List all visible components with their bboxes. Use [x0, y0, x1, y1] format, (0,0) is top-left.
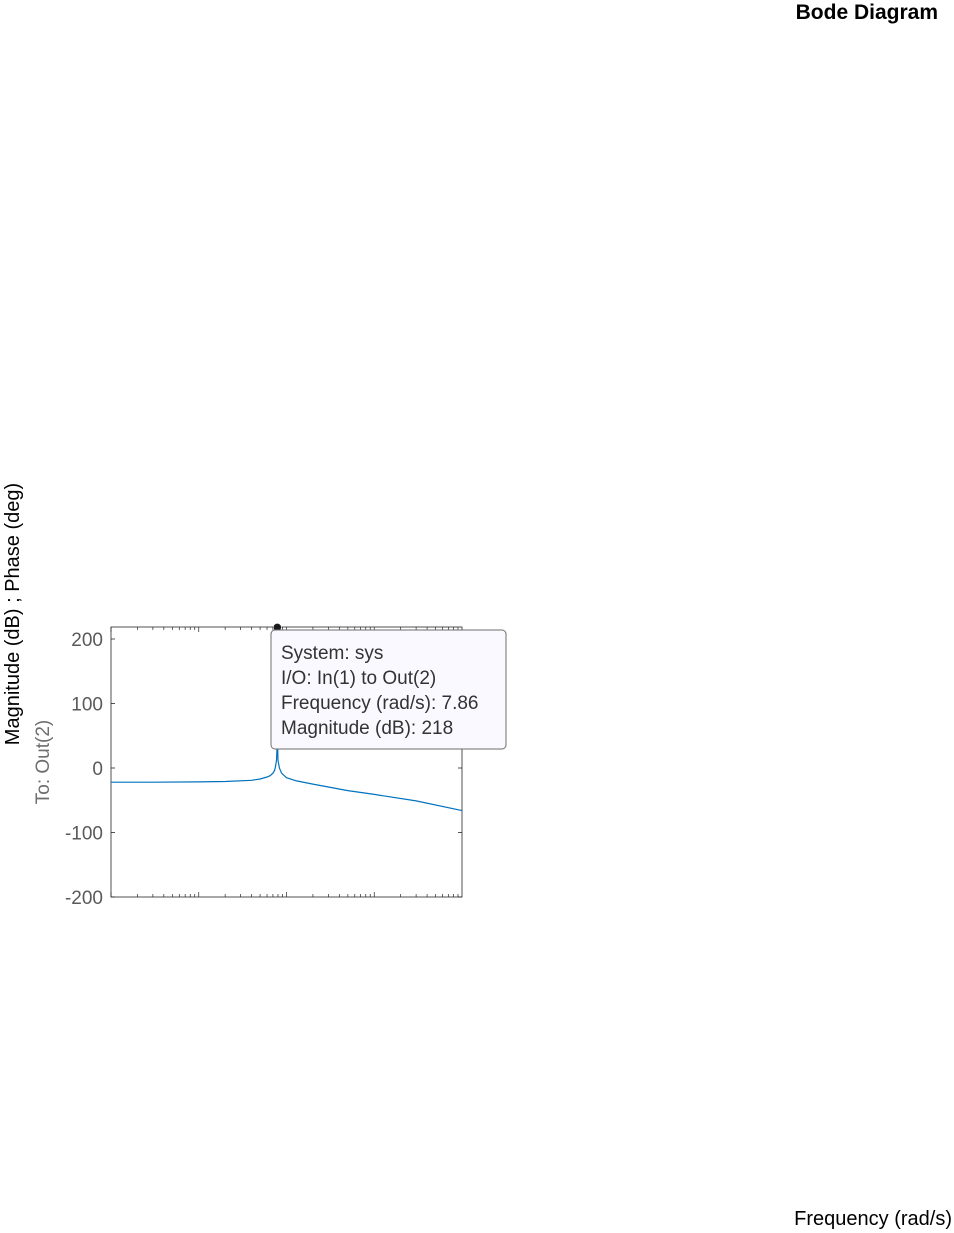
- y-axis-label: Magnitude (dB) ; Phase (deg): [2, 483, 24, 745]
- y-tick-labels: 200 100 0 -100 -200: [65, 630, 103, 909]
- datatip-background: [270, 629, 507, 750]
- chart-title: Bode Diagram: [796, 1, 938, 24]
- x-axis-label: Frequency (rad/s): [794, 1208, 952, 1230]
- y-tick-label: 100: [71, 695, 103, 716]
- datatip-io: I/O: In(1) to Out(2): [281, 668, 436, 689]
- io-label: To: Out(2): [33, 720, 54, 804]
- datatip-box[interactable]: System: sys I/O: In(1) to Out(2) Frequen…: [270, 629, 507, 750]
- datatip-frequency: Frequency (rad/s): 7.86: [281, 693, 478, 714]
- datatip-system: System: sys: [281, 643, 383, 664]
- datatip-magnitude: Magnitude (dB): 218: [281, 718, 453, 739]
- y-tick-label: -100: [65, 824, 103, 845]
- y-tick-label: 200: [71, 630, 103, 651]
- y-tick-label: 0: [92, 759, 103, 780]
- y-tick-label: -200: [65, 888, 103, 909]
